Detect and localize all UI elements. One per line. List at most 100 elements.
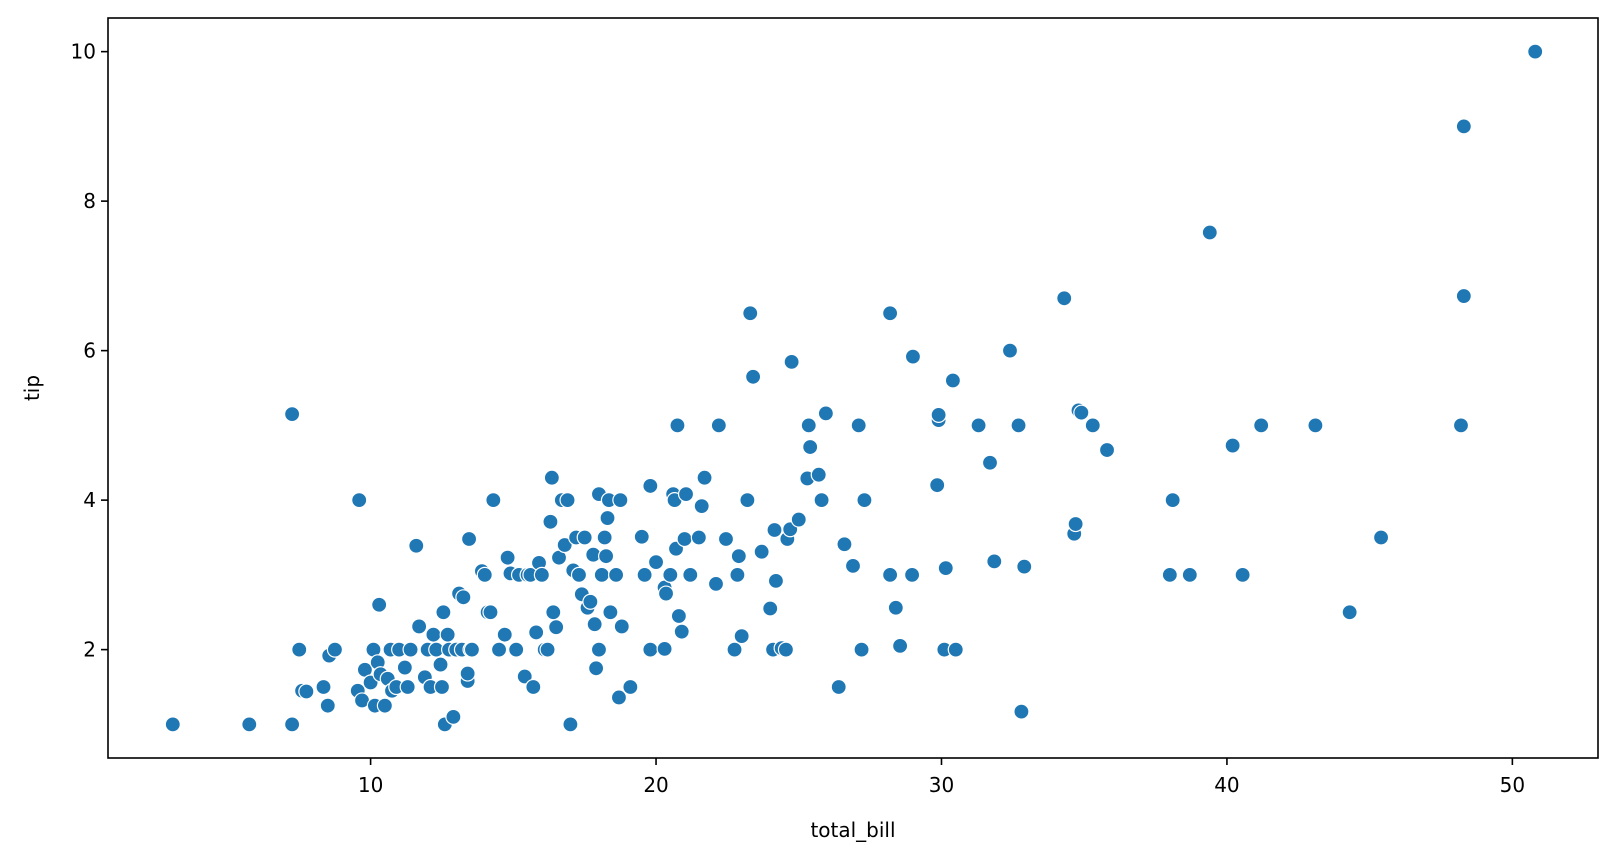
- data-point: [399, 678, 416, 696]
- data-point: [613, 618, 630, 635]
- x-axis-label: total_bill: [810, 818, 895, 842]
- data-point: [947, 641, 964, 658]
- data-point: [817, 405, 834, 422]
- data-point: [1084, 417, 1101, 434]
- data-point: [455, 589, 472, 606]
- data-point: [433, 678, 451, 696]
- data-point: [1013, 703, 1030, 720]
- data-point: [1016, 558, 1033, 575]
- data-point: [1010, 417, 1027, 434]
- y-tick-label: 2: [83, 638, 96, 662]
- data-point: [1201, 224, 1218, 241]
- data-point: [753, 543, 770, 560]
- data-point: [612, 492, 629, 509]
- data-point: [371, 596, 388, 613]
- data-point: [610, 689, 628, 706]
- x-tick-label: 20: [643, 773, 668, 797]
- data-point: [1161, 566, 1178, 583]
- data-point: [657, 585, 675, 602]
- data-point: [319, 697, 336, 714]
- x-tick-label: 30: [929, 773, 954, 797]
- x-tick-label: 40: [1214, 773, 1239, 797]
- data-point: [670, 607, 687, 625]
- data-point: [677, 486, 695, 503]
- data-point: [744, 368, 762, 385]
- data-point: [622, 678, 639, 696]
- data-point: [459, 665, 476, 682]
- data-point: [499, 549, 516, 566]
- data-point: [351, 492, 368, 509]
- data-point: [853, 641, 870, 658]
- data-point: [802, 438, 819, 456]
- data-point: [856, 492, 873, 509]
- data-point: [850, 417, 867, 434]
- data-point: [636, 566, 653, 583]
- data-point: [656, 640, 673, 657]
- data-point: [284, 406, 301, 423]
- data-point: [642, 641, 659, 658]
- data-point: [476, 566, 493, 583]
- data-point: [376, 697, 393, 714]
- data-point: [1307, 417, 1324, 434]
- data-point: [576, 529, 593, 546]
- data-point: [766, 521, 783, 539]
- data-point: [739, 492, 756, 509]
- x-axis: 10 20 30 40 50: [358, 758, 1525, 797]
- data-point: [402, 641, 419, 658]
- data-point: [445, 708, 462, 725]
- data-point: [607, 566, 625, 583]
- data-point: [767, 572, 785, 589]
- data-point: [460, 530, 478, 548]
- data-point: [241, 716, 258, 733]
- data-point: [284, 716, 301, 733]
- data-point: [729, 566, 746, 583]
- data-point: [539, 641, 556, 658]
- data-point: [587, 660, 605, 677]
- data-point: [904, 348, 922, 365]
- data-point: [1234, 566, 1251, 583]
- data-point: [291, 641, 308, 658]
- data-point: [1253, 417, 1270, 434]
- data-point: [1452, 417, 1470, 434]
- data-point: [937, 560, 954, 577]
- y-axis-label: tip: [20, 375, 44, 401]
- data-point: [593, 566, 610, 583]
- data-point: [562, 716, 579, 733]
- data-point: [533, 566, 550, 583]
- data-point: [1372, 529, 1390, 546]
- data-point: [944, 372, 962, 389]
- data-point: [396, 659, 413, 676]
- data-point: [696, 469, 713, 486]
- data-point: [1098, 441, 1116, 459]
- y-axis: 2 4 6 8 10: [71, 40, 108, 662]
- data-point: [836, 536, 853, 553]
- data-point: [682, 566, 699, 583]
- data-point: [647, 554, 665, 571]
- data-point: [556, 536, 573, 554]
- data-point: [800, 417, 817, 434]
- data-point: [463, 641, 481, 658]
- data-point: [543, 469, 560, 486]
- data-point: [425, 626, 442, 643]
- data-point: [1224, 437, 1241, 454]
- data-point: [1527, 43, 1544, 60]
- data-point: [1073, 404, 1090, 421]
- data-point: [435, 604, 452, 621]
- data-point: [762, 600, 779, 617]
- x-tick-label: 10: [358, 773, 383, 797]
- data-point: [783, 353, 800, 370]
- data-point: [586, 616, 603, 633]
- data-point: [408, 537, 425, 554]
- data-point: [516, 668, 533, 685]
- data-point: [602, 604, 619, 621]
- data-point: [726, 641, 743, 658]
- data-point: [669, 417, 686, 434]
- y-tick-label: 8: [83, 189, 96, 213]
- plot-frame: [107, 17, 1599, 759]
- data-point: [596, 529, 613, 546]
- data-point: [545, 604, 562, 621]
- data-point: [887, 599, 904, 616]
- data-point: [730, 548, 747, 565]
- data-point: [482, 604, 499, 621]
